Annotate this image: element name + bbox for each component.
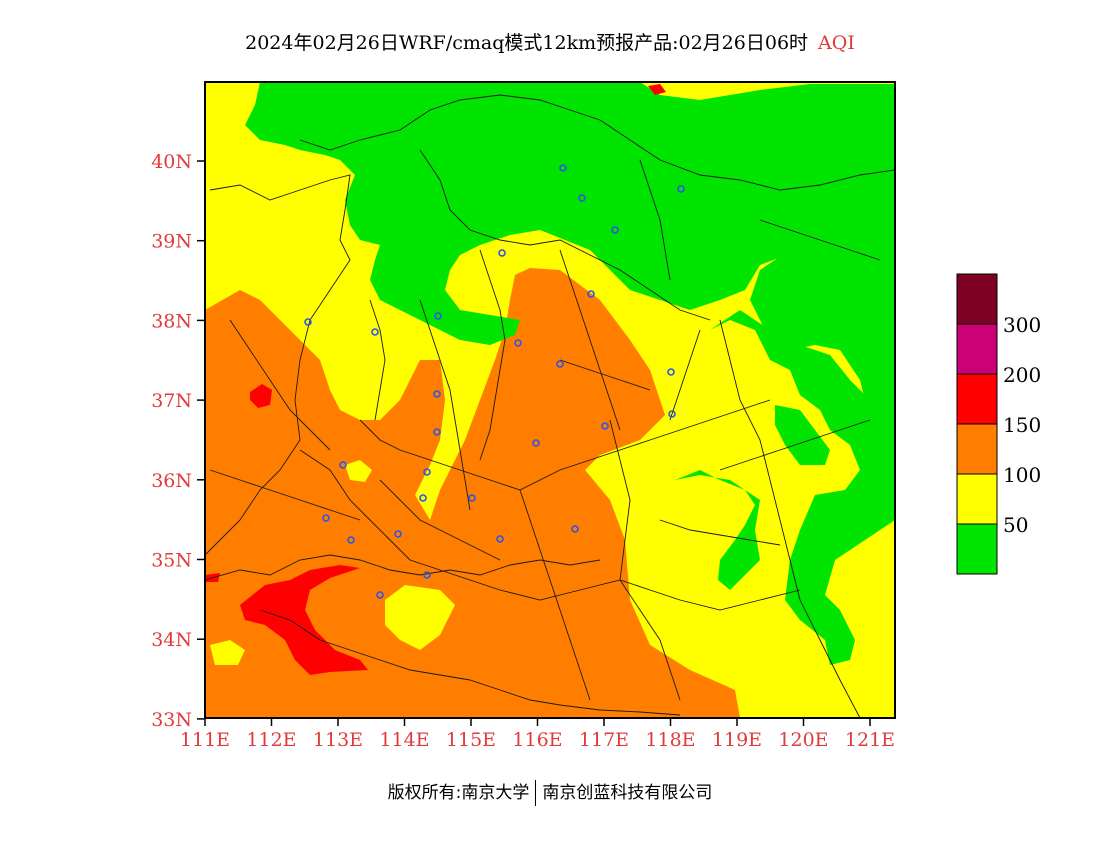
aqi-green-east-patch	[675, 470, 760, 590]
aqi-yellow-pocket-3	[210, 640, 245, 665]
legend-swatch	[956, 523, 998, 575]
legend-label: 200	[1003, 363, 1041, 387]
lat-tick-label: 36N	[151, 470, 192, 492]
footer-separator	[535, 780, 537, 806]
lon-tick-label: 119E	[712, 729, 762, 751]
lon-tick-label: 120E	[778, 729, 828, 751]
title-main: 2024年02月26日WRF/cmaq模式12km预报产品:02月26日06时	[245, 32, 809, 54]
aqi-green-east-patch-2	[775, 405, 830, 465]
legend-swatch	[956, 323, 998, 375]
lon-tick-label: 113E	[313, 729, 363, 751]
legend-swatch	[956, 423, 998, 475]
lon-tick-label: 121E	[845, 729, 895, 751]
city-markers	[304, 164, 685, 599]
lon-tick-label: 117E	[579, 729, 629, 751]
lat-tick-label: 34N	[151, 629, 192, 651]
lon-tick-label: 112E	[246, 729, 296, 751]
longitude-axis: 111E 112E 113E 114E 115E 116E 117E 118E 119E 120E…	[180, 718, 895, 751]
lat-tick-label: 35N	[151, 550, 192, 572]
lat-tick-label: 39N	[151, 231, 192, 253]
lon-tick-label: 116E	[512, 729, 562, 751]
lat-tick-label: 40N	[151, 151, 192, 173]
map-title: 2024年02月26日WRF/cmaq模式12km预报产品:02月26日06时 A…	[0, 28, 1100, 55]
lon-tick-label: 114E	[379, 729, 429, 751]
legend-label: 300	[1003, 313, 1041, 337]
lon-tick-label: 118E	[645, 729, 695, 751]
title-variable: AQI	[818, 32, 855, 54]
lat-tick-label: 37N	[151, 390, 192, 412]
province-boundaries	[205, 94, 895, 718]
aqi-legend: 50 100 150 200 300	[956, 273, 1041, 575]
legend-label: 50	[1003, 513, 1028, 537]
aqi-green-north	[260, 82, 895, 455]
footer-company: 南京创蓝科技有限公司	[542, 783, 713, 803]
lon-tick-label: 111E	[180, 729, 230, 751]
legend-swatch	[956, 373, 998, 425]
aqi-green-east	[710, 310, 895, 665]
legend-label: 150	[1003, 413, 1041, 437]
map-footer: 版权所有:南京大学 南京创蓝科技有限公司	[0, 778, 1100, 806]
aqi-green-north-west	[245, 82, 895, 345]
aqi-yellow-pocket-2	[345, 460, 372, 482]
lat-tick-label: 33N	[151, 709, 192, 731]
aqi-field	[205, 82, 895, 718]
legend-swatch	[956, 273, 998, 325]
footer-copyright: 版权所有:南京大学	[387, 783, 530, 803]
legend-swatch	[956, 473, 998, 525]
latitude-axis: 40N 39N 38N 37N 36N 35N 34N 33N	[151, 151, 205, 731]
aqi-red-hotspot-4	[648, 84, 666, 95]
aqi-yellow-pocket-1	[385, 585, 455, 650]
lon-tick-label: 115E	[446, 729, 496, 751]
aqi-red-hotspot-1	[240, 565, 368, 675]
aqi-red-hotspot-2	[250, 384, 272, 408]
legend-label: 100	[1003, 463, 1041, 487]
lat-tick-label: 38N	[151, 310, 192, 332]
